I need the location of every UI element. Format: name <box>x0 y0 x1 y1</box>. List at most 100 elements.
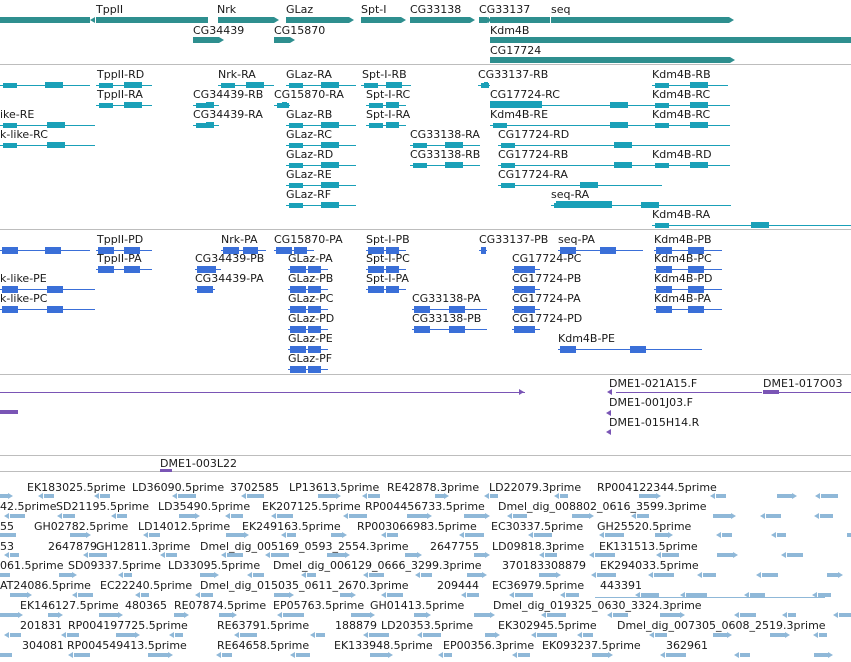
transcript-exon[interactable] <box>369 103 383 108</box>
est-hit[interactable] <box>566 593 579 597</box>
protein-cds[interactable] <box>308 286 321 293</box>
gene-glyph[interactable] <box>218 17 274 23</box>
gene-glyph[interactable] <box>490 37 851 43</box>
est-feature-label[interactable]: 480365 <box>125 599 167 612</box>
est-hit[interactable] <box>74 653 90 657</box>
protein-cds[interactable] <box>414 306 430 313</box>
est-hit[interactable] <box>814 653 828 657</box>
est-hit[interactable] <box>100 494 110 498</box>
transcript-exon[interactable] <box>490 101 542 108</box>
est-feature-label[interactable]: 443391 <box>600 579 642 592</box>
protein-feature-label[interactable]: Spt-I-PB <box>366 233 410 246</box>
est-feature-label[interactable]: 42.5prime <box>0 500 57 513</box>
est-feature-label[interactable]: Dmel_dig_006129_0666_3299.3prime <box>273 559 482 572</box>
protein-cds[interactable] <box>124 247 140 254</box>
protein-cds[interactable] <box>290 326 306 333</box>
transcript-exon[interactable] <box>289 123 303 128</box>
gene-feature-label[interactable]: CG15870 <box>274 24 326 37</box>
est-hit[interactable] <box>654 573 674 577</box>
protein-cds[interactable] <box>243 247 258 254</box>
protein-cds[interactable] <box>124 266 140 273</box>
transcript-exon[interactable] <box>655 83 669 88</box>
est-hit[interactable] <box>174 613 184 617</box>
est-hit[interactable] <box>124 573 132 577</box>
protein-cds[interactable] <box>656 306 672 313</box>
est-hit[interactable] <box>10 633 21 637</box>
transcript-feature-label[interactable]: CG33138-RA <box>410 128 480 141</box>
transcript-feature-label[interactable]: Kdm4B-RC <box>652 88 711 101</box>
transcript-feature-label[interactable]: ike-RE <box>0 108 35 121</box>
est-feature-label[interactable]: EK146127.5prime <box>20 599 119 612</box>
gene-feature-label[interactable]: CG17724 <box>490 44 542 57</box>
transcript-exon[interactable] <box>556 201 612 208</box>
est-feature-label[interactable]: 370183308879 <box>502 559 586 572</box>
protein-cds[interactable] <box>656 247 672 254</box>
est-hit[interactable] <box>703 573 716 577</box>
transcript-exon[interactable] <box>289 183 303 188</box>
est-hit[interactable] <box>597 573 616 577</box>
est-hit[interactable] <box>490 494 498 498</box>
est-hit[interactable] <box>405 553 417 557</box>
est-hit[interactable] <box>387 533 398 537</box>
protein-cds[interactable] <box>656 286 672 293</box>
est-hit[interactable] <box>518 653 530 657</box>
protein-cds[interactable] <box>47 286 63 293</box>
transcript-exon[interactable] <box>124 82 142 88</box>
est-hit[interactable] <box>141 593 149 597</box>
transcript-feature-label[interactable]: Kdm4B-RD <box>652 148 712 161</box>
est-feature-label[interactable]: Dmel_dig_007305_0608_2519.3prime <box>617 619 826 632</box>
est-feature-label[interactable]: SD21195.5prime <box>56 500 149 513</box>
est-feature-label[interactable]: Dmel_dig_015035_0611_2670.3prime <box>200 579 409 592</box>
transcript-feature-label[interactable]: CG17724-RD <box>498 128 570 141</box>
transcript-exon[interactable] <box>614 162 632 168</box>
clone-span-line[interactable] <box>0 392 525 393</box>
clone-feature-label[interactable]: DME1-001J03.F <box>609 396 693 409</box>
est-hit[interactable] <box>464 514 485 518</box>
protein-feature-label[interactable]: CG34439-PB <box>195 252 265 265</box>
est-feature-label[interactable]: LD22079.3prime <box>489 481 582 494</box>
est-hit[interactable] <box>839 613 851 617</box>
est-hit[interactable] <box>662 553 679 557</box>
est-hit[interactable] <box>666 653 686 657</box>
est-hit[interactable] <box>421 573 432 577</box>
protein-feature-label[interactable]: Spt-I-PA <box>366 272 409 285</box>
protein-cds[interactable] <box>294 247 307 254</box>
transcript-exon[interactable] <box>501 183 515 188</box>
est-hit[interactable] <box>296 653 310 657</box>
est-hit[interactable] <box>283 613 304 617</box>
gene-glyph[interactable] <box>0 17 90 23</box>
est-feature-label[interactable]: RE42878.3prime <box>387 481 480 494</box>
est-feature-label[interactable]: RE63791.5prime <box>217 619 310 632</box>
transcript-exon[interactable] <box>484 82 488 88</box>
transcript-exon[interactable] <box>289 163 303 168</box>
est-hit[interactable] <box>10 514 25 518</box>
transcript-exon[interactable] <box>641 202 659 208</box>
clone-feature-label[interactable]: DME1-015H14.R <box>609 416 700 429</box>
est-hit[interactable] <box>369 573 384 577</box>
est-hit[interactable] <box>227 553 243 557</box>
protein-cds[interactable] <box>98 247 114 254</box>
protein-cds[interactable] <box>208 266 216 273</box>
est-hit[interactable] <box>67 633 79 637</box>
gene-glyph[interactable] <box>490 57 730 63</box>
est-hit[interactable] <box>327 553 345 557</box>
transcript-exon[interactable] <box>580 182 598 188</box>
protein-cds[interactable] <box>688 247 704 254</box>
protein-cds[interactable] <box>688 306 704 313</box>
transcript-feature-label[interactable]: seq-RA <box>551 188 590 201</box>
est-hit[interactable] <box>99 613 118 617</box>
protein-cds[interactable] <box>600 247 616 254</box>
est-hit[interactable] <box>820 514 833 518</box>
protein-feature-label[interactable]: CG15870-PA <box>274 233 343 246</box>
protein-feature-label[interactable]: CG33138-PA <box>412 292 481 305</box>
est-hit[interactable] <box>788 613 796 617</box>
est-hit[interactable] <box>827 573 838 577</box>
protein-cds[interactable] <box>526 286 535 293</box>
transcript-exon[interactable] <box>501 143 515 148</box>
transcript-feature-label[interactable]: Kdm4B-RA <box>652 208 711 221</box>
transcript-exon[interactable] <box>3 143 17 148</box>
protein-cds[interactable] <box>205 286 211 293</box>
est-feature-label[interactable]: 2647879 <box>48 540 97 553</box>
est-hit[interactable] <box>277 514 293 518</box>
transcript-feature-label[interactable]: CG17724-RC <box>490 88 560 101</box>
